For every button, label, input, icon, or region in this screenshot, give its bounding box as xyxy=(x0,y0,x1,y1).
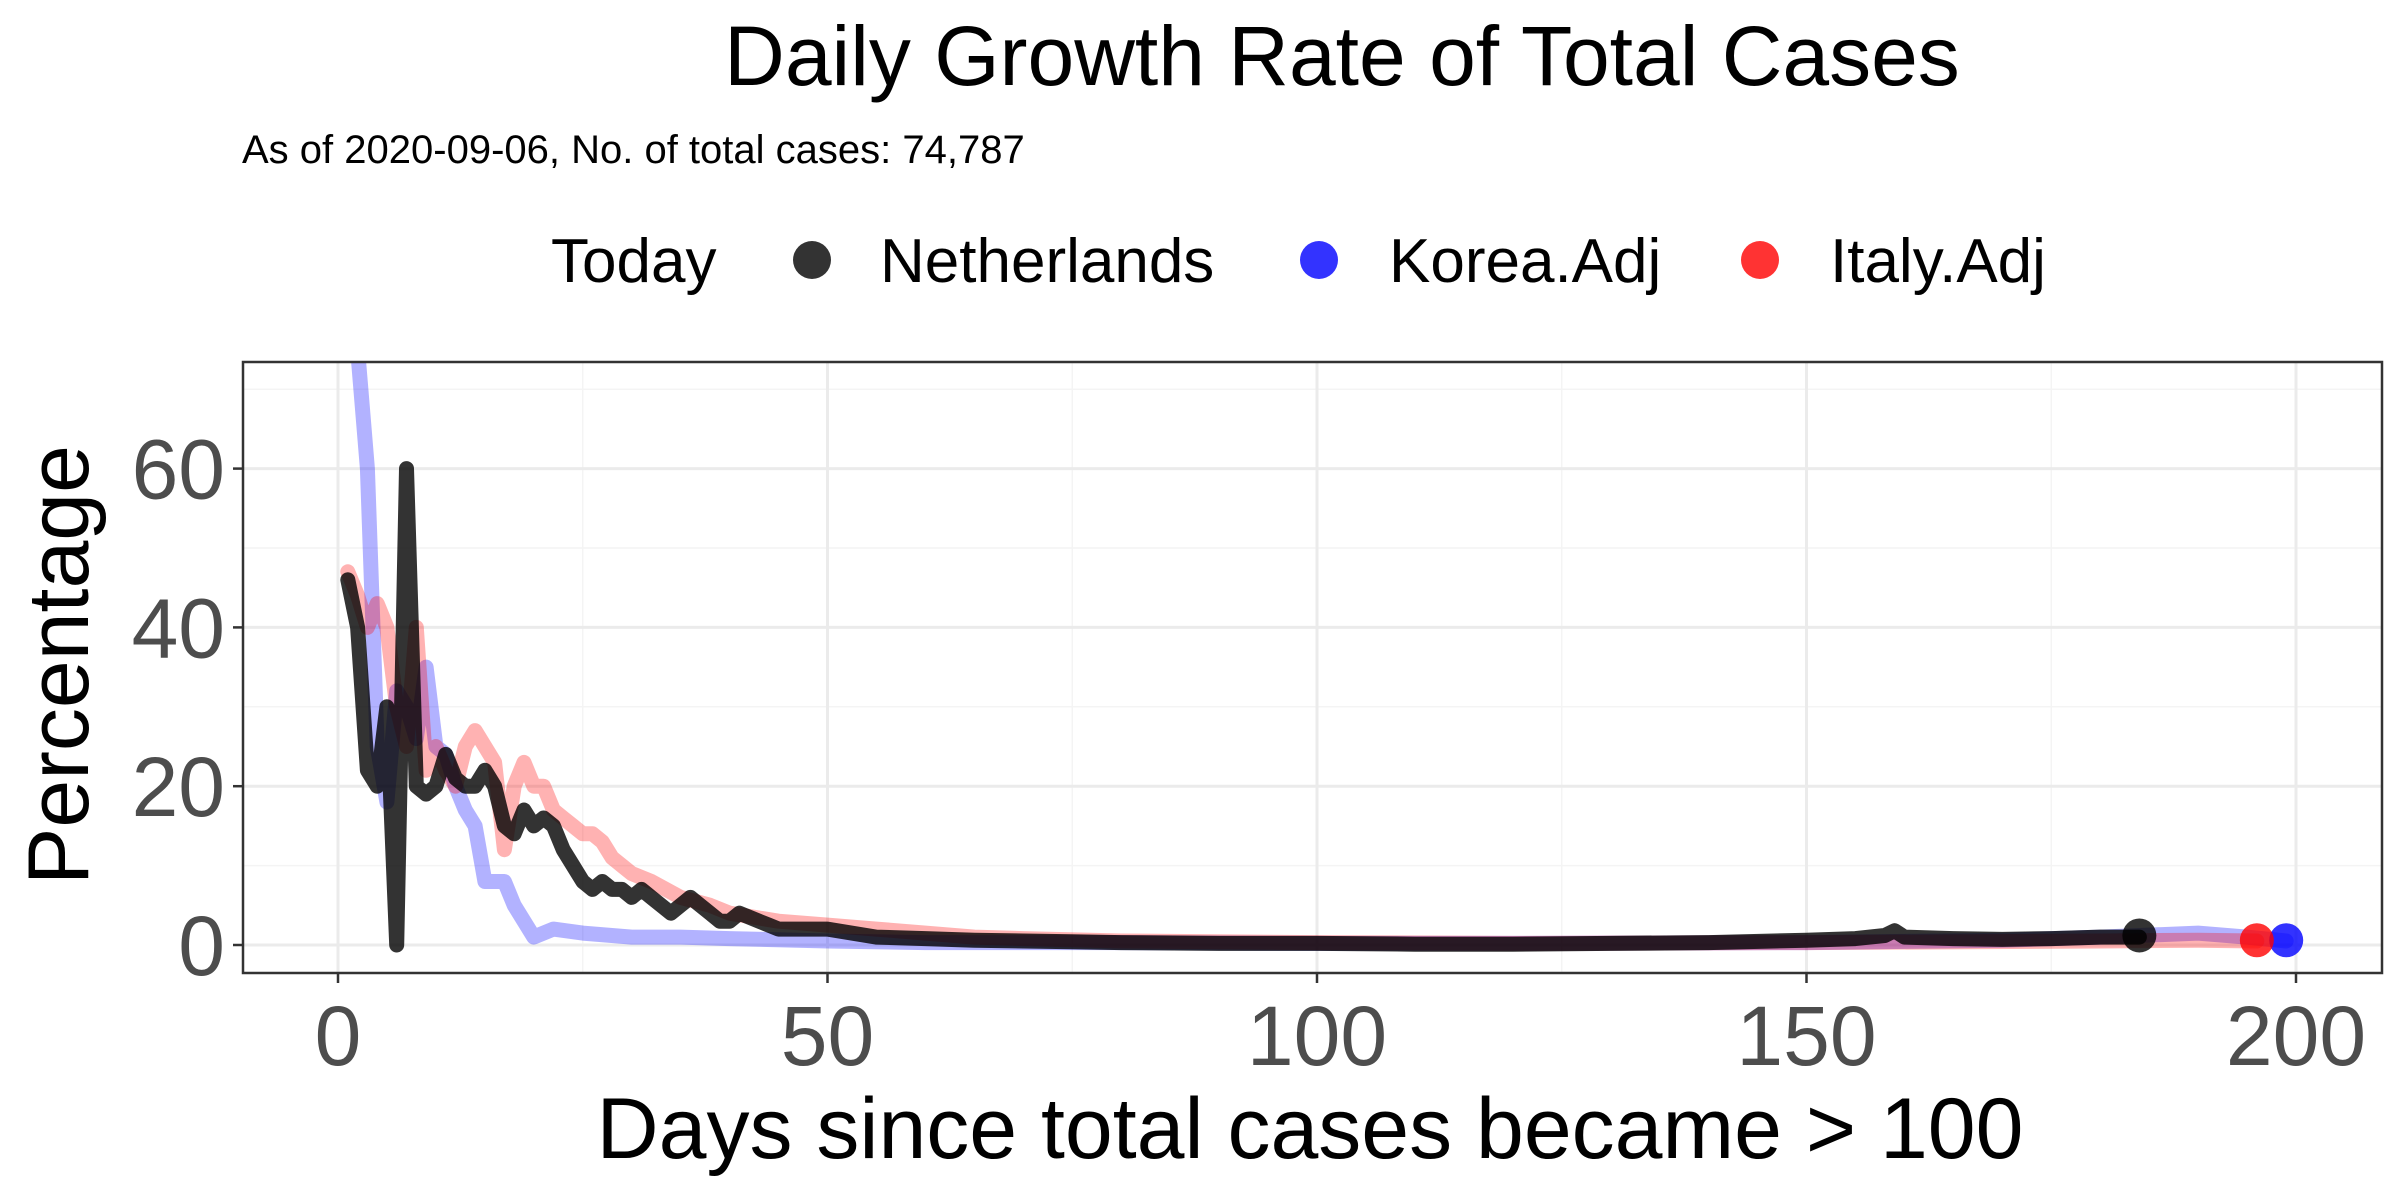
legend-title: Today xyxy=(551,227,716,296)
y-axis-title: Percentage xyxy=(11,445,107,885)
today-markers xyxy=(2122,918,2304,958)
series-lines xyxy=(340,362,2294,953)
y-tick-label: 0 xyxy=(178,899,225,993)
axes: 0 20 40 60 0 50 100 150 200 xyxy=(132,423,2367,1083)
series-line-netherlands xyxy=(340,461,2147,953)
today-marker-netherlands xyxy=(2122,918,2157,953)
y-tick-label: 20 xyxy=(132,740,225,834)
legend: Today Netherlands Korea.Adj Italy.Adj xyxy=(551,227,2046,296)
x-axis-title: Days since total cases became > 100 xyxy=(597,1081,2024,1177)
x-tick-label: 50 xyxy=(781,989,874,1083)
panel-border xyxy=(241,360,2384,975)
chart-title: Daily Growth Rate of Total Cases xyxy=(724,9,1960,103)
chart-subtitle: As of 2020-09-06, No. of total cases: 74… xyxy=(242,128,1025,172)
x-tick-label: 100 xyxy=(1247,989,1387,1083)
x-tick-label: 150 xyxy=(1736,989,1876,1083)
legend-key-italy-adj xyxy=(1741,241,1779,279)
legend-label: Korea.Adj xyxy=(1389,227,1661,296)
grid xyxy=(243,362,2382,973)
today-marker-italy-adj xyxy=(2239,923,2274,958)
y-tick-label: 60 xyxy=(132,423,225,517)
legend-key-netherlands xyxy=(793,241,831,279)
legend-label: Netherlands xyxy=(880,227,1214,296)
y-tick-label: 40 xyxy=(132,581,225,675)
x-tick-label: 200 xyxy=(2226,989,2366,1083)
legend-key-korea-adj xyxy=(1300,241,1338,279)
today-marker-korea-adj xyxy=(2269,923,2304,958)
x-tick-label: 0 xyxy=(315,989,362,1083)
legend-label: Italy.Adj xyxy=(1830,227,2046,296)
plot-panel: 0 20 40 60 0 50 100 150 200 xyxy=(132,360,2384,1083)
series-line-korea-adj xyxy=(351,362,2294,951)
